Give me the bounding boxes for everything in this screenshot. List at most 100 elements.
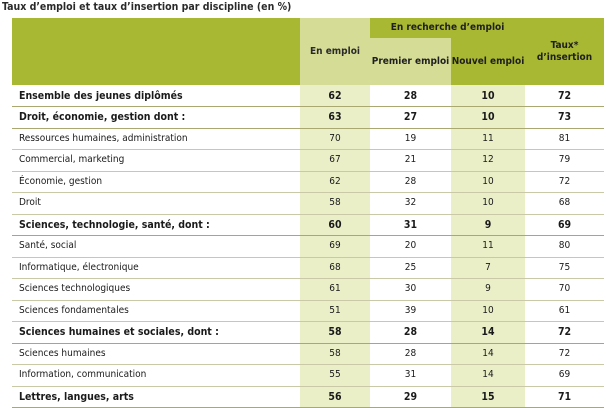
cell-nouvel-emploi: 10	[451, 85, 526, 107]
row-label: Droit, économie, gestion dont :	[12, 106, 300, 129]
cell-nouvel-emploi: 14	[451, 321, 526, 344]
cell-taux-insertion: 75	[525, 257, 605, 279]
cell-nouvel-emploi: 15	[451, 386, 526, 408]
cell-premier-emploi: 27	[370, 106, 451, 129]
cell-nouvel-emploi: 10	[451, 106, 526, 129]
cell-taux-insertion: 80	[525, 235, 605, 258]
header-en-emploi: En emploi	[300, 18, 370, 85]
row-label: Droit	[12, 192, 300, 215]
cell-taux-insertion: 72	[525, 85, 605, 107]
cell-taux-insertion: 69	[525, 364, 605, 387]
row-label: Sciences, technologie, santé, dont :	[12, 214, 300, 236]
table-row: Sciences technologiques 61 30 9 70	[12, 278, 605, 301]
cell-premier-emploi: 28	[370, 321, 451, 344]
row-label: Ressources humaines, administration	[12, 128, 300, 150]
cell-en-emploi: 62	[300, 171, 370, 193]
cell-premier-emploi: 20	[370, 235, 451, 258]
cell-taux-insertion: 61	[525, 300, 605, 322]
table-row: Informatique, électronique 68 25 7 75	[12, 257, 605, 279]
table-header: En emploi En recherche d’emploi Taux* d’…	[12, 18, 605, 85]
row-label: Commercial, marketing	[12, 149, 300, 172]
cell-premier-emploi: 31	[370, 364, 451, 387]
row-label: Lettres, langues, arts	[12, 386, 300, 408]
row-label: Économie, gestion	[12, 171, 300, 193]
cell-taux-insertion: 71	[525, 386, 605, 408]
header-discipline-cell	[12, 18, 300, 85]
table-row: Ressources humaines, administration 70 19 1…	[12, 128, 605, 150]
employment-table: En emploi En recherche d’emploi Taux* d’…	[12, 18, 605, 408]
table-row: Sciences, technologie, santé, dont :60 31…	[12, 214, 605, 236]
cell-premier-emploi: 32	[370, 192, 451, 215]
cell-premier-emploi: 28	[370, 343, 451, 365]
table-row: Droit 58 32 10 68	[12, 192, 605, 215]
row-label: Sciences fondamentales	[12, 300, 300, 322]
cell-nouvel-emploi: 10	[451, 171, 526, 193]
cell-nouvel-emploi: 11	[451, 128, 526, 150]
table-title: Taux d’emploi et taux d’insertion par di…	[2, 1, 292, 13]
row-label: Sciences humaines	[12, 343, 300, 365]
cell-en-emploi: 70	[300, 128, 370, 150]
cell-en-emploi: 62	[300, 85, 370, 107]
cell-taux-insertion: 72	[525, 321, 605, 344]
row-label: Sciences humaines et sociales, dont :	[12, 321, 300, 344]
table-body: Ensemble des jeunes diplômés 62 28 10 72 Droi…	[12, 85, 605, 408]
cell-en-emploi: 58	[300, 192, 370, 215]
cell-nouvel-emploi: 11	[451, 235, 526, 258]
cell-taux-insertion: 73	[525, 106, 605, 129]
cell-premier-emploi: 19	[370, 128, 451, 150]
header-taux-insertion: Taux* d’insertion	[525, 18, 605, 85]
cell-premier-emploi: 25	[370, 257, 451, 279]
cell-en-emploi: 61	[300, 278, 370, 301]
cell-en-emploi: 67	[300, 149, 370, 172]
header-recherche-group: En recherche d’emploi	[370, 18, 526, 38]
table-row: Information, communication 55 31 14 69	[12, 364, 605, 387]
table-container: En emploi En recherche d’emploi Taux* d’…	[12, 18, 605, 408]
table-row: Ensemble des jeunes diplômés 62 28 10 72	[12, 85, 605, 107]
cell-en-emploi: 63	[300, 106, 370, 129]
header-nouvel-emploi: Nouvel emploi	[451, 38, 526, 85]
cell-taux-insertion: 79	[525, 149, 605, 172]
cell-nouvel-emploi: 9	[451, 214, 526, 236]
cell-nouvel-emploi: 12	[451, 149, 526, 172]
cell-nouvel-emploi: 9	[451, 278, 526, 301]
cell-taux-insertion: 68	[525, 192, 605, 215]
cell-taux-insertion: 69	[525, 214, 605, 236]
cell-en-emploi: 55	[300, 364, 370, 387]
table-row: Sciences humaines 58 28 14 72	[12, 343, 605, 365]
row-label: Ensemble des jeunes diplômés	[12, 85, 300, 107]
cell-premier-emploi: 29	[370, 386, 451, 408]
cell-nouvel-emploi: 14	[451, 364, 526, 387]
cell-taux-insertion: 70	[525, 278, 605, 301]
cell-premier-emploi: 28	[370, 171, 451, 193]
cell-en-emploi: 51	[300, 300, 370, 322]
table-row: Économie, gestion 62 28 10 72	[12, 171, 605, 193]
table-row: Santé, social 69 20 11 80	[12, 235, 605, 258]
row-label: Sciences technologiques	[12, 278, 300, 301]
cell-nouvel-emploi: 10	[451, 192, 526, 215]
cell-en-emploi: 56	[300, 386, 370, 408]
cell-taux-insertion: 72	[525, 343, 605, 365]
table-row: Commercial, marketing 67 21 12 79	[12, 149, 605, 172]
table-row: Sciences fondamentales 51 39 10 61	[12, 300, 605, 322]
cell-en-emploi: 58	[300, 321, 370, 344]
cell-en-emploi: 69	[300, 235, 370, 258]
cell-en-emploi: 68	[300, 257, 370, 279]
cell-premier-emploi: 28	[370, 85, 451, 107]
cell-en-emploi: 60	[300, 214, 370, 236]
row-label: Information, communication	[12, 364, 300, 387]
row-label: Santé, social	[12, 235, 300, 258]
cell-premier-emploi: 31	[370, 214, 451, 236]
table-row: Lettres, langues, arts 56 29 15 71	[12, 386, 605, 408]
cell-taux-insertion: 81	[525, 128, 605, 150]
cell-taux-insertion: 72	[525, 171, 605, 193]
cell-en-emploi: 58	[300, 343, 370, 365]
table-row: Droit, économie, gestion dont :63 27 10 73	[12, 106, 605, 129]
cell-premier-emploi: 39	[370, 300, 451, 322]
cell-nouvel-emploi: 14	[451, 343, 526, 365]
cell-nouvel-emploi: 7	[451, 257, 526, 279]
header-premier-emploi: Premier emploi	[370, 38, 451, 85]
cell-premier-emploi: 21	[370, 149, 451, 172]
table-row: Sciences humaines et sociales, dont :58 2…	[12, 321, 605, 344]
row-label: Informatique, électronique	[12, 257, 300, 279]
cell-premier-emploi: 30	[370, 278, 451, 301]
